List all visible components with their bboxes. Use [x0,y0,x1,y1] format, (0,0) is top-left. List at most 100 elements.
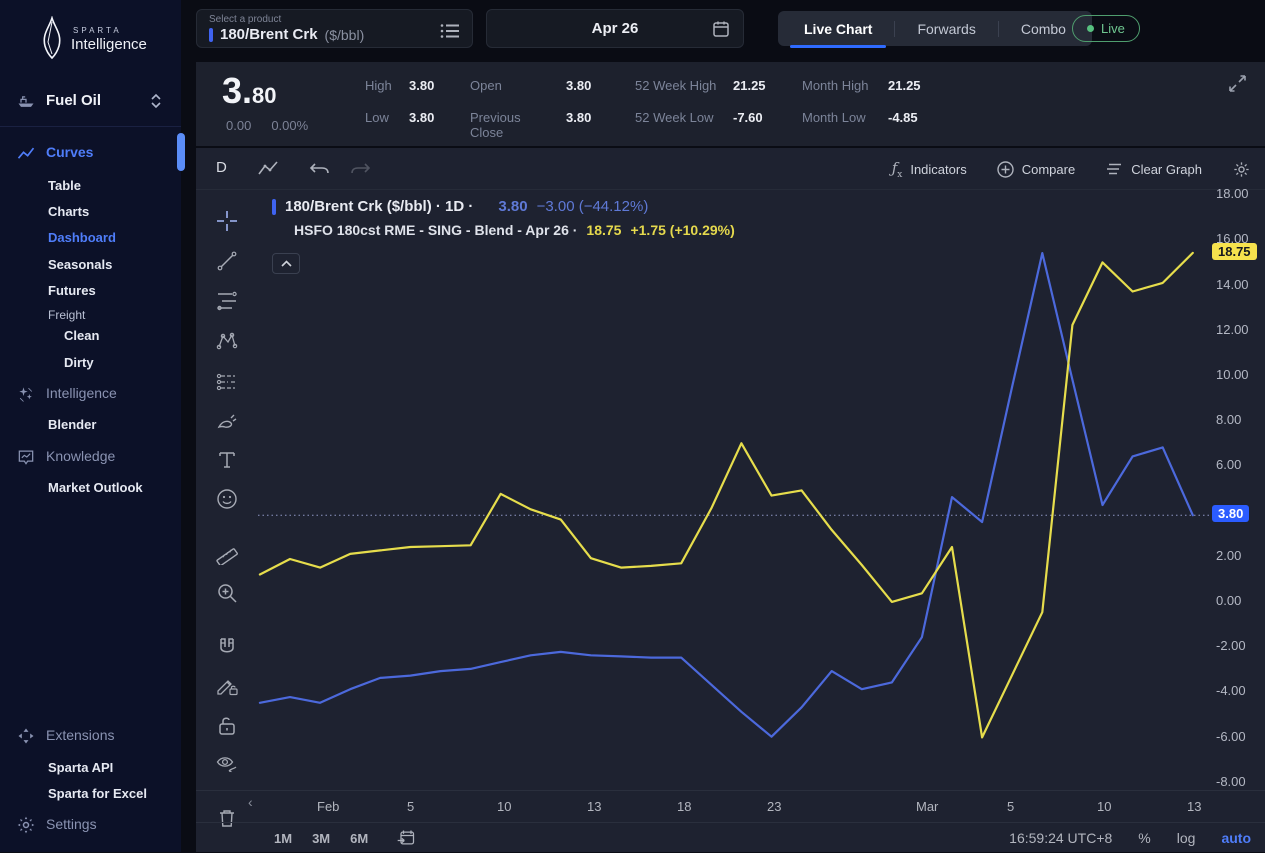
stat-label: Month High [802,78,869,93]
chart-plot-area[interactable] [258,190,1210,790]
sidebar-item-knowledge[interactable]: Knowledge [46,448,116,464]
sidebar-item-market-outlook[interactable]: Market Outlook [48,480,143,495]
hide-drawings-eye-icon[interactable] [215,752,239,776]
product-name: 180/Brent Crk [220,26,318,43]
sidebar-item-sparta-for-excel[interactable]: Sparta for Excel [48,786,147,801]
legend-symbol-2[interactable]: HSFO 180cst RME - SING - Blend - Apr 26 … [294,222,578,238]
range-3m-button[interactable]: 3M [312,830,331,846]
measure-ruler-icon[interactable] [215,541,239,565]
price-axis-tick: -4.00 [1216,683,1246,698]
last-price: 3.80 [222,70,277,111]
chevron-up-icon [280,260,292,267]
interval-button[interactable]: D [216,159,227,176]
tab-combo[interactable]: Combo [1020,20,1066,37]
expand-icon[interactable] [1228,74,1247,93]
product-list-icon[interactable] [440,23,460,39]
sidebar-item-table[interactable]: Table [48,178,81,193]
sidebar-item-settings[interactable]: Settings [46,816,97,832]
series-line-1[interactable] [258,251,1194,739]
chart-bottom-bar: 1M 3M 6M 16:59:24 UTC+8 % log auto [196,822,1265,852]
price-axis-tick: 10.00 [1216,367,1249,382]
price-axis[interactable]: 18.00 16.00 14.00 12.00 10.00 8.00 6.00 2.00 0.0… [1210,186,1265,790]
price-axis-tick: -6.00 [1216,729,1246,744]
extensions-icon [18,728,34,744]
price-change: 0.00 0.00% [226,118,308,133]
emoji-icon[interactable] [215,487,239,511]
legend-change-2: +1.75 (+10.29%) [630,222,735,238]
log-scale-button[interactable]: log [1176,830,1196,846]
sidebar-item-extensions[interactable]: Extensions [46,727,115,743]
legend-collapse-button[interactable] [272,253,300,274]
remove-drawings-trash-icon[interactable] [215,806,239,830]
forecast-icon[interactable] [215,370,239,394]
zoom-in-icon[interactable] [215,581,239,605]
chart-settings-gear-icon[interactable] [1232,160,1251,179]
range-1m-button[interactable]: 1M [274,830,293,846]
line-chart-type-icon[interactable] [256,157,280,181]
magnet-icon[interactable] [215,635,239,659]
undo-icon[interactable] [308,157,332,181]
xabcd-pattern-icon[interactable] [215,329,239,353]
stat-label: Previous Close [470,110,521,140]
sidebar-item-futures[interactable]: Futures [48,283,96,298]
fx-icon: ƒx [891,158,903,180]
stat-value: 3.80 [566,110,592,125]
tab-forwards[interactable]: Forwards [917,20,976,37]
sidebar-item-dirty[interactable]: Dirty [64,355,94,370]
time-axis-tick: 5 [407,799,415,814]
product-selector[interactable]: Select a product 180/Brent Crk ($/bbl) [196,9,473,48]
sidebar-item-seasonals[interactable]: Seasonals [48,257,113,272]
tab-live-chart[interactable]: Live Chart [782,11,894,48]
brush-icon[interactable] [215,409,239,433]
price-axis-tick: 8.00 [1216,412,1242,427]
auto-scale-button[interactable]: auto [1221,830,1251,846]
fib-retracement-icon[interactable] [215,289,239,313]
percent-scale-button[interactable]: % [1138,830,1151,846]
collapse-left-chevron-icon[interactable]: ‹ [248,794,253,810]
legend-symbol-1[interactable]: 180/Brent Crk ($/bbl) · 1D · [285,198,474,215]
sidebar-item-freight[interactable]: Freight [48,308,86,322]
active-tab-underline [790,45,887,48]
price-axis-tick: 0.00 [1216,593,1242,608]
sidebar-item-dashboard[interactable]: Dashboard [48,230,116,245]
product-color-bar [209,27,213,42]
brand-sparta: SPARTA [73,26,122,35]
sidebar-item-clean[interactable]: Clean [64,328,100,343]
series-line-0[interactable] [258,251,1194,738]
settings-gear-icon [17,816,35,834]
sidebar-item-intelligence[interactable]: Intelligence [46,385,117,401]
redo-icon[interactable] [348,157,372,181]
legend-change-1: −3.00 (−44.12%) [536,198,649,215]
text-tool-icon[interactable] [215,448,239,472]
crosshair-icon[interactable] [215,209,239,233]
sidebar-item-blender[interactable]: Blender [48,417,97,432]
market-chevrons-icon[interactable] [150,93,162,109]
trend-line-icon[interactable] [215,249,239,273]
edit-lock-icon[interactable] [215,674,239,698]
sidebar-item-charts[interactable]: Charts [48,204,90,219]
stat-label: Month Low [802,110,866,125]
time-axis-tick: 10 [1097,799,1112,814]
change-value: 0.00 [226,118,252,133]
range-6m-button[interactable]: 6M [350,830,369,846]
sparta-logo-icon [43,16,61,60]
time-axis[interactable]: ‹ Feb 5 10 13 18 23 Mar 5 10 13 [196,790,1265,822]
date-picker[interactable]: Apr 26 [486,9,744,48]
compare-button[interactable]: Compare [997,160,1075,178]
go-to-date-icon[interactable] [396,828,416,848]
sidebar-item-sparta-api[interactable]: Sparta API [48,760,114,775]
sidebar-item-curves[interactable]: Curves [46,144,94,160]
price-axis-tick: 6.00 [1216,457,1242,472]
stat-value: 21.25 [733,78,766,93]
tab-separator [894,20,896,37]
clear-graph-button[interactable]: Clear Graph [1105,162,1202,177]
active-nav-indicator [177,133,185,171]
clock[interactable]: 16:59:24 UTC+8 [1009,830,1113,846]
lock-all-icon[interactable] [215,714,239,738]
product-selector-label: Select a product [209,14,282,25]
market-selector[interactable]: Fuel Oil [46,92,102,109]
live-badge[interactable]: Live [1072,15,1140,42]
indicators-button[interactable]: ƒx Indicators [891,158,967,180]
stat-value: 21.25 [888,78,921,93]
drawing-toolbar [196,190,258,852]
